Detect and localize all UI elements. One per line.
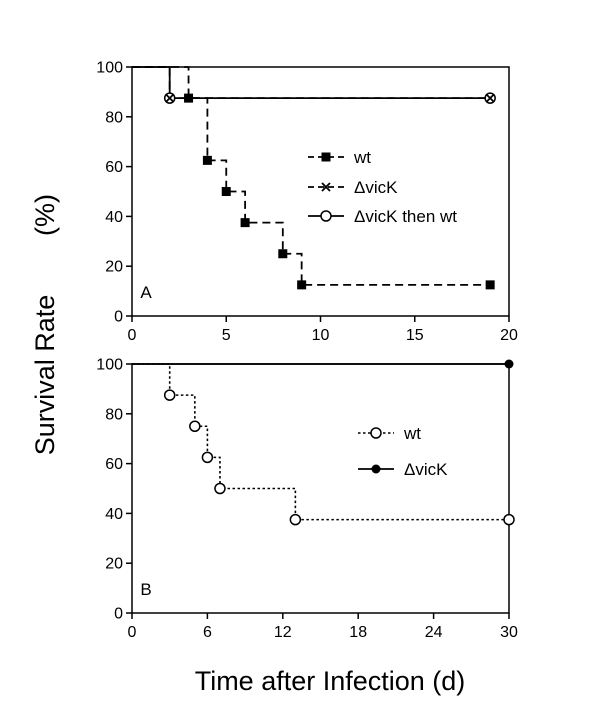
y-tick-label: 100 [96, 60, 123, 77]
data-point [485, 280, 495, 290]
x-tick-label: 18 [349, 624, 367, 641]
data-point [289, 513, 302, 526]
series-line [132, 363, 509, 521]
x-tick-label: 5 [222, 327, 231, 344]
x-tick-label: 24 [425, 624, 443, 641]
legend-marker [371, 464, 381, 474]
y-tick-label: 60 [105, 159, 123, 176]
x-tick-label: 0 [128, 327, 137, 344]
x-tick-label: 0 [128, 624, 137, 641]
y-axis-unit: (%) [30, 194, 60, 236]
data-point [165, 93, 175, 103]
y-tick-label: 40 [105, 209, 123, 226]
data-point [297, 280, 307, 290]
x-tick-label: 10 [312, 327, 330, 344]
x-tick-label: 12 [274, 624, 292, 641]
y-tick-label: 80 [105, 109, 123, 126]
legend-marker [320, 210, 332, 222]
plot-frame [131, 66, 510, 317]
data-point [485, 93, 495, 103]
x-tick-label: 20 [500, 327, 518, 344]
series-line [132, 66, 491, 100]
y-tick-label: 40 [105, 506, 123, 523]
data-point [503, 513, 515, 526]
data-point [221, 187, 231, 196]
x-tick-label: 6 [203, 624, 212, 641]
legend-marker [321, 182, 331, 192]
y-tick-label: 20 [105, 556, 123, 573]
y-axis-title: Survival Rate [30, 295, 60, 456]
data-point [202, 155, 212, 165]
y-tick-label: 60 [105, 456, 123, 473]
x-tick-label: 30 [500, 624, 518, 641]
data-point [240, 218, 250, 228]
legend-label: wt [353, 148, 371, 167]
y-tick-label: 20 [105, 259, 123, 276]
legend-marker [321, 152, 331, 162]
panel-b-chart: 0 20 40 60 80 100 0 6 12 18 24 30 Bwt ΔvicK [96, 357, 518, 642]
legend-label: ΔvicK [404, 460, 448, 479]
legend-label: ΔvicK then wt [354, 207, 457, 226]
panel-label: B [140, 580, 151, 599]
data-point [189, 420, 201, 432]
data-point [201, 451, 214, 464]
legend-label: wt [403, 424, 421, 443]
data-point [278, 249, 288, 259]
x-axis-title: Time after Infection (d) [195, 666, 466, 696]
data-point [163, 389, 176, 401]
legend-label: ΔvicK [354, 178, 398, 197]
x-tick-label: 15 [406, 327, 424, 344]
data-point [184, 93, 194, 103]
y-tick-label: 100 [96, 357, 123, 374]
data-point [504, 359, 514, 369]
series-line [132, 66, 491, 100]
panel-label: A [140, 283, 152, 302]
y-tick-label: 80 [105, 406, 123, 423]
plot-frame [131, 363, 510, 614]
y-tick-label: 0 [114, 606, 123, 623]
legend-marker [370, 427, 382, 439]
series-line [132, 66, 491, 286]
panel-a-chart: 0 20 40 60 80 100 0 5 10 15 20 Awt ΔvicK ΔvicK then w… [96, 60, 518, 345]
data-point [214, 482, 226, 495]
y-tick-label: 0 [114, 309, 123, 326]
